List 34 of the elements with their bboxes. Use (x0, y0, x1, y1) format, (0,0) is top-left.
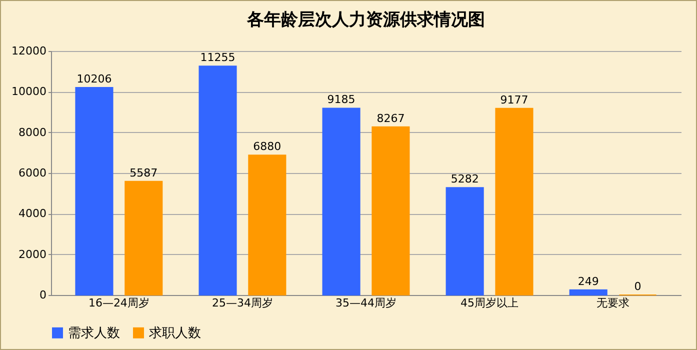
x-tick-label: 16—24周岁 (88, 296, 150, 310)
bar (248, 154, 286, 296)
data-label: 0 (634, 280, 642, 293)
y-tick-label: 6000 (18, 166, 46, 180)
x-tick-label: 45周岁以上 (460, 296, 519, 310)
bar (495, 108, 534, 296)
data-label: 6880 (253, 140, 282, 154)
y-tick-label: 4000 (18, 207, 46, 220)
data-label: 249 (578, 274, 599, 288)
data-label: 10206 (76, 72, 112, 86)
data-label: 8267 (376, 112, 405, 125)
data-label: 5282 (450, 172, 479, 186)
x-tick-label: 25—34周岁 (212, 296, 273, 310)
y-tick-label: 10000 (12, 85, 46, 98)
bar (198, 66, 237, 296)
y-tick-label: 12000 (12, 44, 46, 58)
data-label: 9185 (327, 93, 356, 106)
legend-label: 需求人数 (68, 326, 120, 341)
bar (124, 180, 163, 296)
x-tick-label: 无要求 (596, 296, 630, 310)
bar (569, 289, 608, 296)
legend-label: 求职人数 (149, 326, 201, 341)
bar (75, 86, 114, 296)
chart-title: 各年龄层次人力资源供求情况图 (246, 10, 485, 30)
y-tick-label: 8000 (18, 126, 46, 139)
bar (322, 108, 360, 296)
y-tick-label: 0 (40, 288, 46, 302)
data-label: 5587 (130, 166, 158, 180)
data-label: 11255 (200, 51, 236, 64)
y-tick-label: 2000 (18, 248, 46, 261)
bar (372, 126, 410, 296)
bar (446, 187, 484, 296)
x-tick-label: 35—44周岁 (336, 296, 396, 310)
data-label: 9177 (500, 93, 528, 106)
